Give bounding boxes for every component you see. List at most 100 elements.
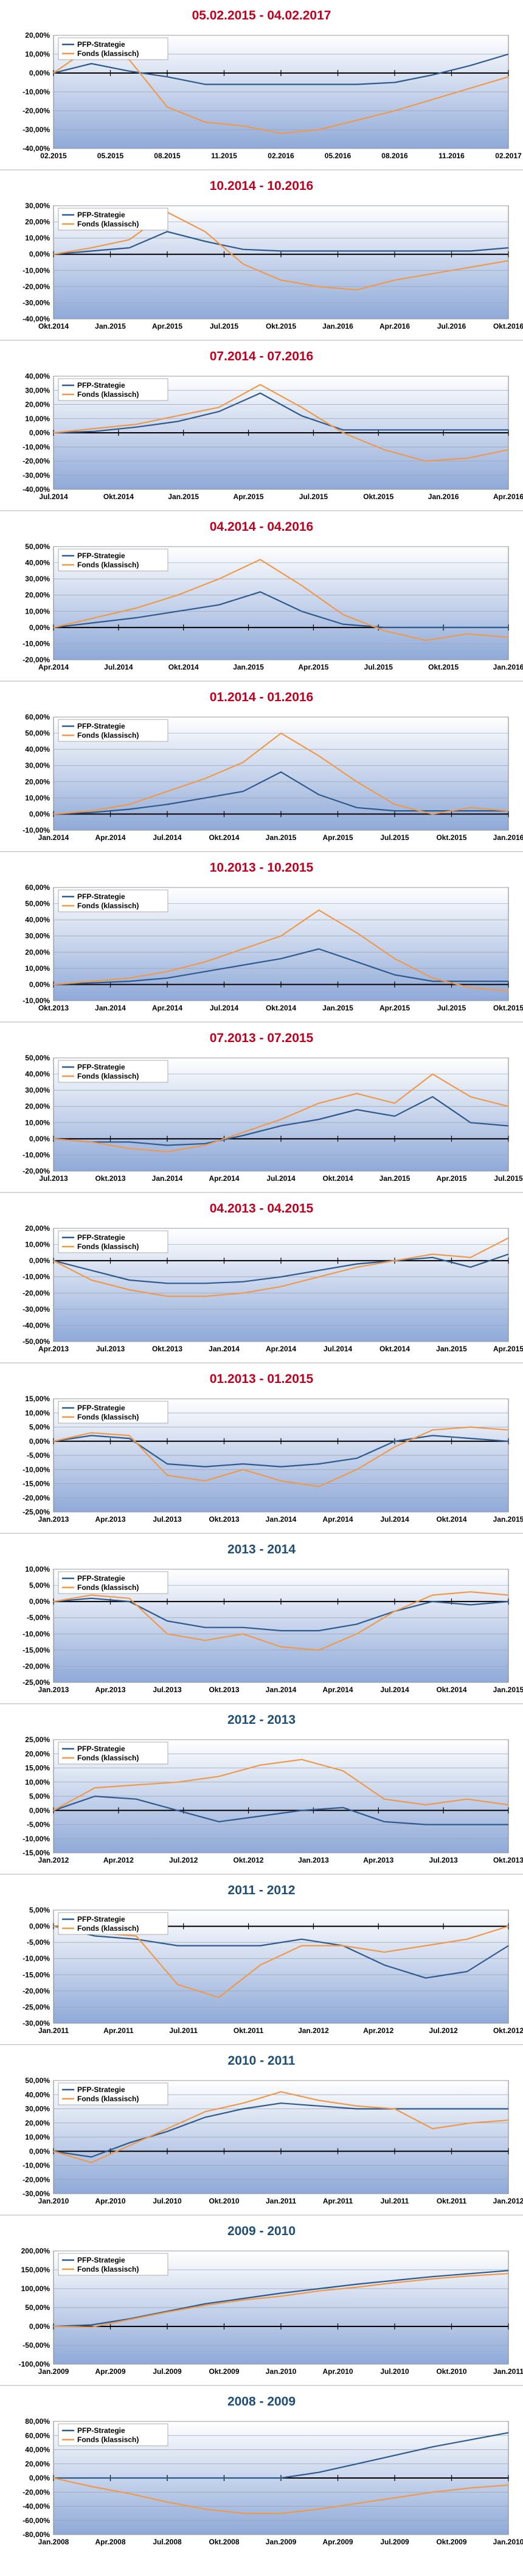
x-tick-label: Jul.2014 [324, 1345, 353, 1353]
y-tick-label: 10,00% [25, 50, 50, 58]
legend-box [58, 1230, 168, 1253]
chart-title: 07.2014 - 07.2016 [209, 349, 314, 363]
y-tick-label: 200,00% [21, 2247, 50, 2255]
chart-title: 2013 - 2014 [227, 1542, 296, 1556]
x-tick-label: 05.2016 [325, 152, 352, 160]
x-tick-label: Jan.2010 [266, 2367, 297, 2376]
x-tick-label: Jan.2015 [168, 492, 199, 501]
y-tick-label: -10,00% [23, 1835, 50, 1843]
y-tick-label: 30,00% [25, 575, 50, 583]
x-tick-label: Okt.2016 [493, 322, 523, 331]
series-line-pfp [53, 2270, 509, 2328]
x-tick-label: Apr.2013 [363, 1856, 393, 1864]
y-tick-label: 0,00% [29, 810, 50, 818]
y-tick-label: -20,00% [23, 1987, 50, 1995]
series-line-fonds [53, 1073, 509, 1153]
series-line-pfp [53, 1597, 509, 1632]
chart-title: 2011 - 2012 [227, 1883, 296, 1897]
x-tick-label: Apr.2014 [38, 663, 69, 671]
x-tick-label: Apr.2013 [95, 1685, 125, 1694]
y-tick-label: -80,00% [23, 2530, 50, 2539]
y-tick-label: 0,00% [29, 1135, 50, 1143]
y-tick-label: 0,00% [29, 980, 50, 989]
y-tick-label: -20,00% [23, 2488, 50, 2496]
x-tick-label: Jul.2015 [494, 1174, 523, 1183]
x-tick-label: Apr.2009 [322, 2538, 353, 2546]
y-tick-label: 20,00% [25, 1102, 50, 1111]
line-chart: 10,00% 5,00% 0,00% -5,00% -10,00% -15,00% -20,… [23, 1565, 523, 1694]
chart-title: 04.2014 - 04.2016 [209, 520, 314, 534]
chart-title: 05.02.2015 - 04.02.2017 [192, 9, 331, 23]
y-tick-label: -30,00% [23, 298, 50, 307]
y-tick-label: 50,00% [25, 900, 50, 908]
y-tick-label: -10,00% [23, 266, 50, 275]
legend-box [58, 719, 168, 742]
chart-title: 2010 - 2011 [227, 2054, 296, 2068]
x-tick-label: 08.2015 [154, 152, 181, 160]
line-chart: 30,00% 20,00% 10,00% 0,00% -10,00% -20,00% -30… [23, 201, 523, 331]
y-tick-label: 40,00% [25, 2090, 50, 2099]
y-tick-label: 60,00% [25, 2431, 50, 2440]
x-tick-label: Jan.2014 [95, 1004, 126, 1012]
y-tick-label: -10,00% [23, 443, 50, 451]
legend-box [58, 548, 168, 572]
legend-box [58, 1741, 168, 1765]
x-tick-label: Jan.2014 [209, 1345, 240, 1353]
legend-label: Fonds (klassisch) [77, 390, 139, 399]
x-tick-label: 08.2016 [381, 152, 408, 160]
legend-label: Fonds (klassisch) [77, 2435, 139, 2444]
legend-label: PFP-Strategie [77, 1233, 125, 1242]
line-chart: 50,00% 40,00% 30,00% 20,00% 10,00% 0,00% -10,0… [23, 1054, 523, 1183]
y-tick-label: 150,00% [21, 2266, 50, 2274]
y-tick-label: 40,00% [25, 1070, 50, 1079]
y-tick-label: -10,00% [23, 639, 50, 648]
chart-title: 01.2013 - 01.2015 [209, 1372, 314, 1386]
x-tick-label: Jul.2011 [169, 2026, 198, 2035]
legend-label: PFP-Strategie [77, 2426, 125, 2435]
series-line-pfp [53, 392, 508, 434]
line-chart: 60,00% 50,00% 40,00% 30,00% 20,00% 10,00% 0,00… [23, 713, 523, 842]
line-chart: 60,00% 50,00% 40,00% 30,00% 20,00% 10,00% 0,00… [23, 883, 523, 1012]
x-tick-label: Jul.2016 [437, 322, 466, 331]
section-divider [0, 1874, 523, 1875]
section-divider [0, 169, 523, 170]
series-line-fonds [53, 1925, 509, 1998]
series-line-pfp [53, 53, 509, 85]
x-tick-label: Jan.2015 [322, 1004, 353, 1012]
y-tick-label: -10,00% [23, 1955, 50, 1963]
x-tick-label: Jul.2013 [153, 1685, 182, 1694]
y-tick-label: 30,00% [25, 932, 50, 940]
y-tick-label: -50,00% [23, 2341, 50, 2350]
x-tick-label: Jan.2015 [379, 1174, 410, 1183]
x-tick-label: Okt.2014 [436, 1515, 466, 1524]
x-tick-label: Okt.2015 [493, 1004, 523, 1012]
y-tick-label: -20,00% [23, 1167, 50, 1175]
series-line-pfp [53, 1925, 509, 1979]
x-tick-label: Okt.2013 [38, 1004, 69, 1012]
x-tick-label: Jan.2011 [493, 2367, 523, 2376]
x-tick-label: Apr.2014 [322, 1515, 353, 1524]
x-tick-label: Apr.2015 [493, 1345, 523, 1353]
x-tick-label: 02.2016 [268, 152, 294, 160]
x-tick-label: Okt.2014 [322, 1174, 353, 1183]
x-tick-label: Apr.2014 [95, 833, 125, 842]
y-tick-label: 10,00% [25, 2133, 50, 2141]
line-chart: 50,00% 40,00% 30,00% 20,00% 10,00% 0,00% -10,0… [23, 542, 523, 671]
x-tick-label: Jul.2012 [429, 2026, 458, 2035]
x-tick-label: Apr.2015 [298, 663, 328, 671]
legend-label: PFP-Strategie [77, 1915, 125, 1923]
x-tick-label: Jan.2015 [436, 1345, 467, 1353]
legend-label: Fonds (klassisch) [77, 2265, 139, 2273]
y-tick-label: -40,00% [23, 2502, 50, 2511]
x-tick-label: Jan.2011 [38, 2026, 69, 2035]
y-tick-label: 25,00% [25, 1735, 50, 1744]
y-tick-label: 60,00% [25, 713, 50, 721]
x-tick-label: Jan.2015 [95, 322, 126, 331]
y-tick-label: -10,00% [23, 1629, 50, 1638]
y-tick-label: 40,00% [25, 915, 50, 924]
series-line-fonds [53, 2477, 509, 2515]
x-tick-label: Jul.2009 [153, 2367, 182, 2376]
chart-title: 01.2014 - 01.2016 [209, 690, 314, 704]
y-tick-label: -20,00% [23, 656, 50, 664]
